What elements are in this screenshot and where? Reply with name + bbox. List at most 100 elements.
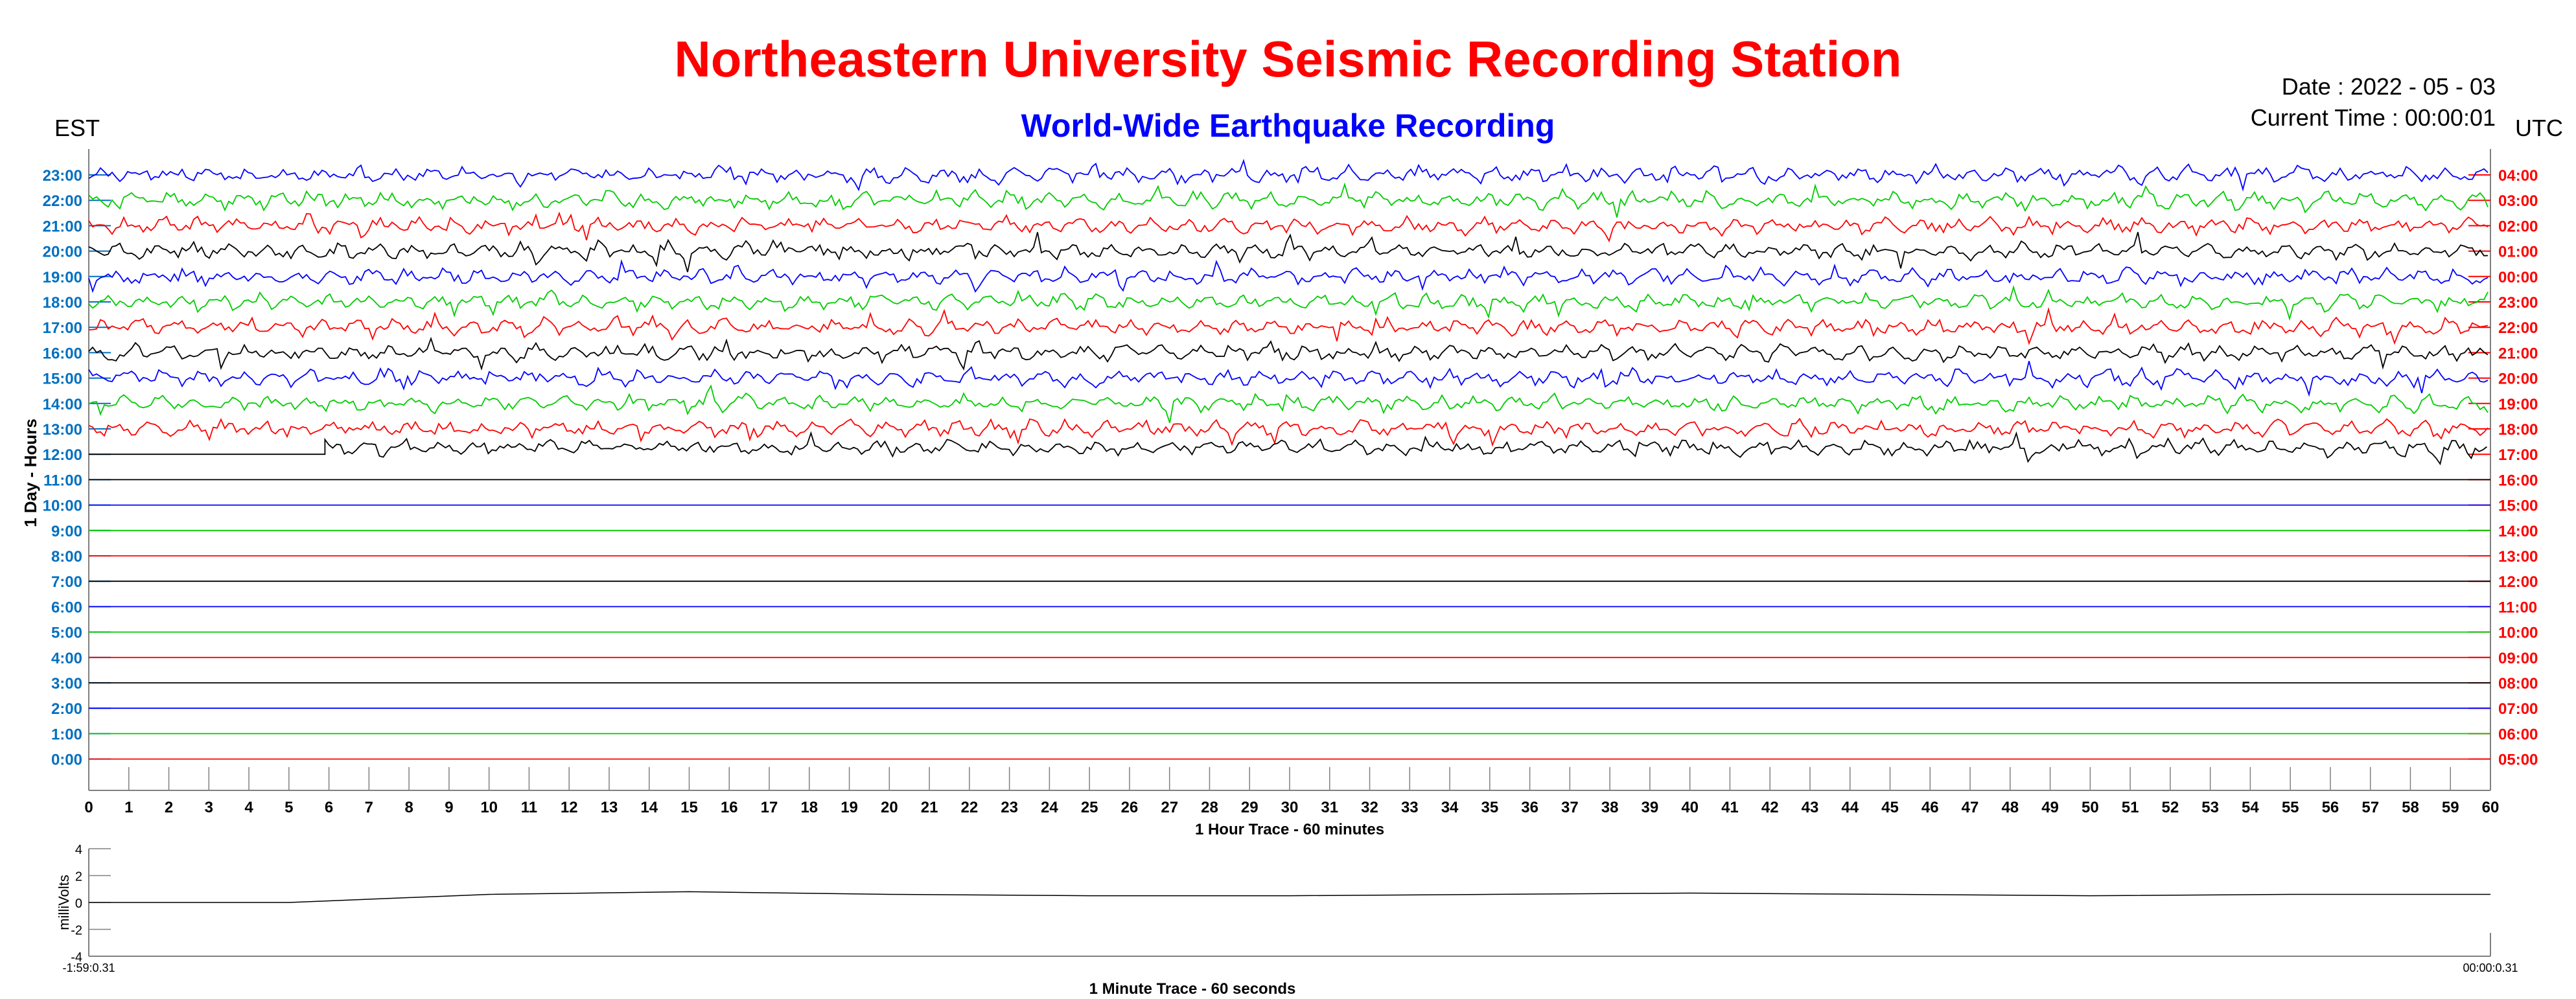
mini-y-tick-label: -4	[71, 950, 82, 965]
mini-x-end-label: 00:00:0.31	[2463, 961, 2518, 974]
right-hour-label: 04:00	[2498, 167, 2538, 185]
seismic-trace	[88, 258, 2489, 293]
x-tick-label: 5	[284, 799, 293, 816]
chart-subtitle: World-Wide Earthquake Recording	[1021, 108, 1555, 144]
x-tick-label: 57	[2361, 799, 2379, 816]
right-hour-label: 19:00	[2498, 396, 2538, 413]
x-tick-label: 31	[1321, 799, 1338, 816]
x-tick-label: 38	[1601, 799, 1619, 816]
left-hour-label: 7:00	[51, 573, 82, 591]
right-hour-label: 17:00	[2498, 446, 2538, 464]
x-tick-label: 20	[881, 799, 898, 816]
x-tick-label: 6	[325, 799, 333, 816]
x-tick-label: 27	[1161, 799, 1178, 816]
seismic-trace	[88, 417, 2489, 447]
x-tick-label: 30	[1281, 799, 1299, 816]
right-timezone-label: UTC	[2515, 115, 2563, 141]
date-readout: Date : 2022 - 05 - 03	[2281, 73, 2496, 100]
x-tick-label: 34	[1441, 799, 1459, 816]
right-hour-label: 23:00	[2498, 294, 2538, 312]
left-hour-label: 12:00	[43, 446, 82, 464]
x-tick-label: 32	[1361, 799, 1378, 816]
mini-x-start-label: -1:59:0.31	[62, 961, 115, 974]
seismic-trace	[88, 361, 2489, 397]
x-tick-label: 17	[761, 799, 778, 816]
mini-y-tick-label: 4	[75, 843, 82, 857]
x-axis-label: 1 Hour Trace - 60 minutes	[1195, 821, 1384, 838]
x-tick-label: 16	[721, 799, 738, 816]
right-hour-label: 10:00	[2498, 625, 2538, 642]
x-tick-label: 60	[2482, 799, 2500, 816]
right-hour-label: 02:00	[2498, 218, 2538, 235]
x-tick-label: 2	[165, 799, 173, 816]
x-tick-label: 25	[1081, 799, 1098, 816]
x-tick-label: 54	[2242, 799, 2259, 816]
x-tick-label: 36	[1521, 799, 1538, 816]
x-tick-label: 14	[640, 799, 658, 816]
x-tick-label: 26	[1121, 799, 1139, 816]
left-hour-label: 17:00	[43, 319, 82, 337]
x-tick-label: 37	[1561, 799, 1579, 816]
right-hour-label: 16:00	[2498, 472, 2538, 489]
x-tick-label: 50	[2082, 799, 2099, 816]
right-hour-label: 08:00	[2498, 675, 2538, 693]
right-hour-label: 18:00	[2498, 421, 2538, 439]
x-tick-label: 56	[2322, 799, 2339, 816]
left-timezone-label: EST	[54, 115, 100, 141]
x-tick-label: 28	[1201, 799, 1218, 816]
x-tick-label: 29	[1241, 799, 1259, 816]
left-hour-label: 8:00	[51, 548, 82, 566]
left-hour-label: 14:00	[43, 396, 82, 413]
left-hour-label: 10:00	[43, 498, 82, 515]
x-tick-label: 15	[680, 799, 698, 816]
x-tick-label: 47	[1962, 799, 1979, 816]
left-hour-label: 21:00	[43, 218, 82, 235]
current-time-readout: Current Time : 00:00:01	[2250, 104, 2496, 131]
left-hour-label: 2:00	[51, 700, 82, 718]
seismic-trace	[88, 182, 2489, 218]
x-tick-label: 24	[1041, 799, 1058, 816]
x-tick-label: 4	[244, 799, 253, 816]
x-tick-label: 55	[2282, 799, 2299, 816]
x-tick-label: 42	[1761, 799, 1779, 816]
x-tick-label: 12	[561, 799, 578, 816]
left-hour-label: 1:00	[51, 726, 82, 743]
x-tick-label: 58	[2402, 799, 2419, 816]
x-tick-label: 46	[1921, 799, 1939, 816]
left-hour-label: 16:00	[43, 345, 82, 362]
x-tick-label: 18	[800, 799, 818, 816]
right-hour-label: 12:00	[2498, 573, 2538, 591]
right-hour-label: 20:00	[2498, 371, 2538, 388]
x-tick-label: 8	[404, 799, 413, 816]
x-tick-label: 0	[84, 799, 93, 816]
right-hour-label: 11:00	[2498, 599, 2537, 616]
x-tick-label: 10	[480, 799, 498, 816]
right-hour-label: 00:00	[2498, 269, 2538, 286]
x-tick-label: 45	[1881, 799, 1899, 816]
x-tick-label: 51	[2122, 799, 2139, 816]
x-tick-label: 40	[1681, 799, 1699, 816]
chart-title: Northeastern University Seismic Recordin…	[674, 30, 1902, 87]
seismic-trace	[88, 211, 2489, 243]
x-tick-label: 48	[2001, 799, 2019, 816]
left-hour-label: 15:00	[43, 371, 82, 388]
seismic-trace	[88, 159, 2489, 192]
mini-x-axis-label: 1 Minute Trace - 60 seconds	[1089, 980, 1296, 998]
x-tick-label: 59	[2442, 799, 2459, 816]
left-hour-label: 19:00	[43, 269, 82, 286]
left-hour-label: 18:00	[43, 294, 82, 312]
x-tick-label: 21	[921, 799, 938, 816]
right-hour-label: 06:00	[2498, 726, 2538, 743]
right-hour-label: 15:00	[2498, 498, 2538, 515]
x-tick-label: 22	[961, 799, 979, 816]
seismic-trace	[88, 336, 2489, 371]
right-hour-label: 07:00	[2498, 700, 2538, 718]
right-hour-label: 01:00	[2498, 244, 2538, 261]
minute-trace	[89, 891, 2490, 903]
right-hour-label: 14:00	[2498, 523, 2538, 540]
seismic-trace	[89, 431, 2487, 466]
left-hour-label: 4:00	[51, 650, 82, 667]
left-hour-label: 20:00	[43, 244, 82, 261]
right-hour-label: 21:00	[2498, 345, 2538, 362]
right-hour-label: 13:00	[2498, 548, 2538, 566]
